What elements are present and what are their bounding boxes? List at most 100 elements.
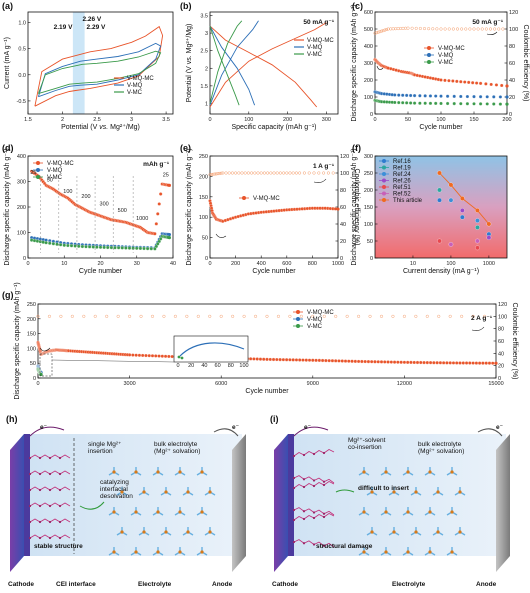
inset-x-tick-label: 60 <box>215 363 221 369</box>
y2-tick-label: 60 <box>340 205 346 211</box>
data-point-V-MQ-MC <box>314 358 318 363</box>
efficiency-point <box>326 171 330 175</box>
cathode-slab <box>274 434 288 572</box>
panel-g: (g)0 3000 6000 9000 12000 1500005010015020025… <box>2 282 518 399</box>
layer-atom <box>312 484 316 488</box>
y-tick-label: 0 <box>205 256 208 262</box>
data-point-V-MQ-MC <box>505 84 509 88</box>
schematic-h: (h) e⁻ e⁻ single Mg²⁺ insertion bulk electrol… <box>6 414 246 588</box>
data-point-V-MC <box>498 102 503 106</box>
data-point-V-MQ-MC <box>474 361 479 365</box>
efficiency-point <box>381 29 385 33</box>
efficiency-point <box>173 314 177 318</box>
data-point-V-MC <box>465 102 470 106</box>
y-tick-label: 150 <box>364 205 373 211</box>
x-tick-label: 0 <box>208 261 211 267</box>
data-point-V-MC <box>66 243 70 248</box>
data-point-V-MQ-MC <box>366 359 371 364</box>
bottom-label: Cathode <box>8 581 34 588</box>
layer-atom <box>292 454 296 458</box>
data-point-V-MC <box>397 100 401 105</box>
x-tick-label: 200 <box>283 117 292 123</box>
y-tick-label: 0 <box>23 256 26 262</box>
x-tick-label: 15000 <box>488 381 503 387</box>
layer-atom <box>302 478 306 481</box>
data-point-V-MQ-MC <box>383 360 387 364</box>
data-point-Ref.51 <box>475 245 480 251</box>
efficiency-point <box>378 30 382 34</box>
efficiency-point <box>385 27 389 32</box>
efficiency-point <box>331 171 335 175</box>
efficiency-point <box>443 27 447 31</box>
efficiency-point <box>307 171 311 175</box>
mg-ion <box>120 490 124 494</box>
data-point-V-MQ-MC <box>422 360 426 365</box>
efficiency-point <box>401 26 405 30</box>
label-co-insertion-line: Mg²⁺-solvent <box>348 437 386 444</box>
layer-atom <box>312 511 316 514</box>
series-line-V-MQ-MC-charge <box>209 22 327 108</box>
label-catalyzing-line: desolvation <box>100 493 133 500</box>
data-point-V-MQ <box>393 93 397 97</box>
y-tick-label: 50 <box>30 361 36 367</box>
data-point-V-MQ-MC <box>347 359 351 363</box>
legend-swatch <box>382 172 386 176</box>
x-tick-label: 6000 <box>215 381 227 387</box>
efficiency-point <box>272 171 276 175</box>
y-tick-label: 300 <box>17 180 26 186</box>
efficiency-point <box>322 171 326 175</box>
y2-tick-label: 0 <box>509 112 512 118</box>
data-point-V-MC <box>120 246 124 250</box>
efficiency-point <box>265 314 269 318</box>
efficiency-point <box>460 314 464 318</box>
y-tick-label: 250 <box>27 302 36 308</box>
data-point-V-MQ-MC <box>458 361 462 365</box>
data-point-V-MQ <box>404 93 409 98</box>
y-tick-label: 200 <box>364 78 373 84</box>
peak-annotation: 2.29 V <box>87 24 106 31</box>
data-point-V-MQ <box>505 95 509 99</box>
data-point-V-MQ-MC <box>154 354 158 358</box>
data-point-V-MQ-MC <box>320 358 325 363</box>
efficiency-point <box>70 314 74 318</box>
efficiency-point <box>399 26 403 31</box>
data-point-V-MQ-MC <box>167 183 171 187</box>
legend-label: Ref.26 <box>393 179 411 185</box>
legend-swatch <box>427 46 431 50</box>
data-point-V-MC <box>505 102 509 106</box>
legend-label: V-MQ-MC <box>438 46 465 52</box>
peak-annotation: 2.19 V <box>54 24 73 31</box>
data-point-V-MQ-MC <box>265 357 269 362</box>
efficiency-point <box>253 171 257 175</box>
data-point-V-MQ-MC <box>432 360 436 365</box>
y2-tick-label: 40 <box>509 78 515 84</box>
x-tick-label: 800 <box>308 261 317 267</box>
x-tick-label: 1000 <box>332 261 344 267</box>
data-point-V-MC <box>102 245 106 250</box>
data-point-V-MQ-MC <box>463 80 467 84</box>
data-point-V-MQ <box>433 94 438 98</box>
data-point-V-MC <box>73 244 77 248</box>
label-stable-structure: stable structure <box>34 543 83 550</box>
data-point-V-MQ <box>459 94 463 99</box>
x-axis-label: Cycle number <box>252 268 296 275</box>
legend-swatch <box>296 310 300 314</box>
layer-atom <box>58 520 62 524</box>
data-point-V-MQ <box>465 94 470 99</box>
y-axis-label: Discharge specific capacity (mAh g⁻¹) <box>4 148 11 265</box>
x-tick-label: 10 <box>61 261 67 267</box>
inset-data-point <box>177 355 181 359</box>
data-point-V-MC <box>142 246 146 251</box>
label-bulk-electrolyte-line: bulk electrolyte <box>154 441 198 448</box>
efficiency-point <box>472 27 476 31</box>
data-point-V-MQ-MC <box>487 361 492 365</box>
efficiency-point <box>435 27 439 31</box>
data-point-V-MQ-MC <box>336 207 340 211</box>
layer-atom <box>58 456 62 460</box>
y2-tick-label: 60 <box>498 339 504 345</box>
data-point-V-MQ-MC <box>131 353 135 357</box>
legend-label: Ref.51 <box>393 185 411 191</box>
efficiency-point <box>237 171 241 175</box>
data-point-V-MQ-MC <box>301 358 305 362</box>
efficiency-point <box>208 173 212 177</box>
